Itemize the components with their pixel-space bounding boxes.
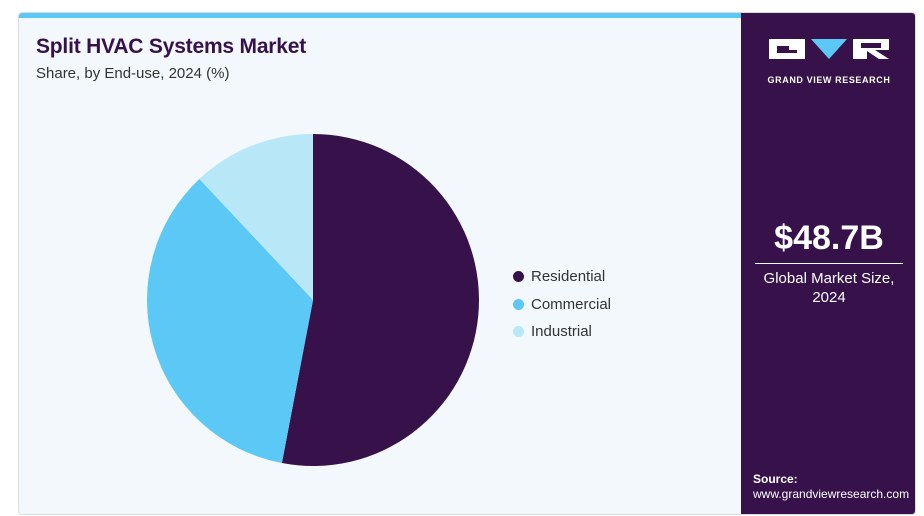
source-link[interactable]: www.grandviewresearch.com	[753, 487, 910, 501]
infographic-card: Split HVAC Systems Market Share, by End-…	[18, 12, 916, 515]
legend-swatch	[513, 326, 524, 338]
market-size-label: Global Market Size, 2024	[763, 270, 895, 306]
chart-legend: Residential Commercial Industrial	[513, 263, 611, 346]
pie-slice-commercial	[147, 178, 313, 464]
chart-subtitle: Share, by End-use, 2024 (%)	[36, 65, 230, 82]
source-label: Source:	[753, 472, 798, 486]
legend-label: Industrial	[531, 323, 592, 341]
sidebar-panel: GRAND VIEW RESEARCH $48.7B Global Market…	[741, 13, 915, 514]
market-size-value: $48.7B	[774, 219, 884, 257]
pie-slice-industrial	[199, 134, 313, 300]
accent-bar	[19, 13, 741, 18]
logo-text: GRAND VIEW RESEARCH	[767, 75, 891, 85]
legend-item-residential: Residential	[513, 263, 611, 291]
legend-item-industrial: Industrial	[513, 318, 611, 346]
legend-swatch	[513, 271, 524, 283]
pie-slice-residential	[281, 134, 479, 466]
gvr-logo-icon	[769, 39, 889, 59]
value-divider	[755, 263, 903, 264]
pie-chart	[147, 134, 479, 466]
legend-label: Residential	[531, 268, 606, 286]
legend-label: Commercial	[531, 295, 612, 313]
chart-title: Split HVAC Systems Market	[36, 35, 307, 58]
legend-item-commercial: Commercial	[513, 291, 611, 319]
legend-swatch	[513, 298, 524, 310]
